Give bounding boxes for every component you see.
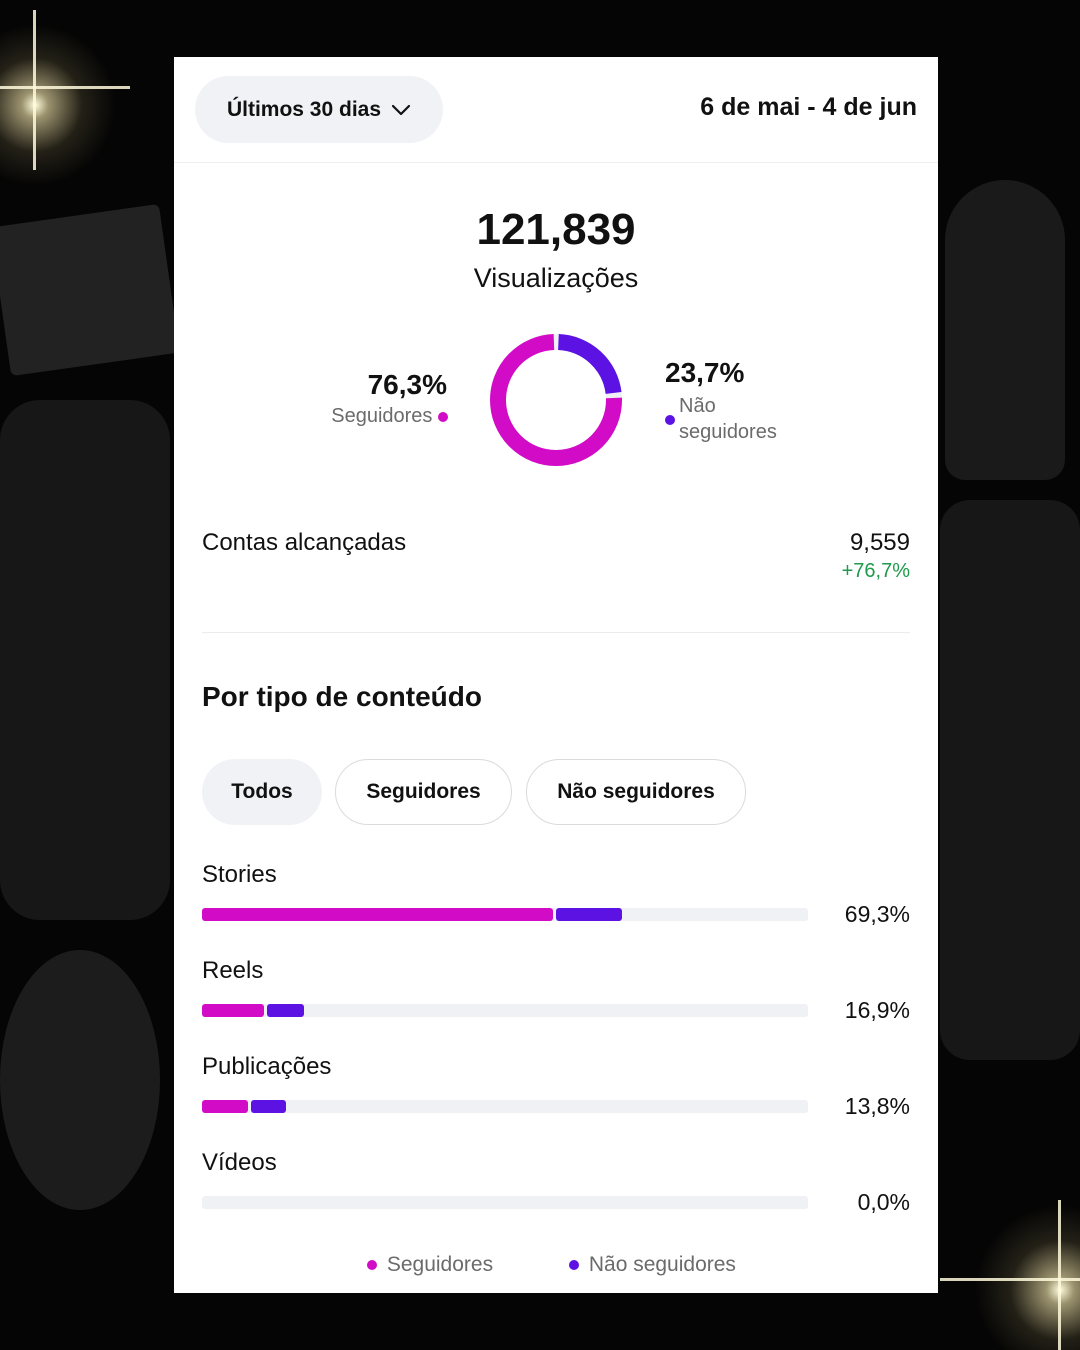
accounts-reached-change: +76,7%	[841, 560, 910, 582]
light-flare-top-left	[0, 10, 130, 200]
filter-chip-nonfollowers[interactable]: Não seguidores	[526, 759, 746, 825]
world-map-silhouette	[0, 400, 170, 920]
bar-nonfollowers-segment	[266, 1004, 305, 1017]
legend-followers: Seguidores	[367, 1253, 493, 1277]
total-views-label: Visualizações	[473, 263, 639, 293]
followers-donut-chart	[490, 334, 622, 466]
donut-followers-segment	[490, 334, 622, 466]
date-range-dropdown[interactable]: Últimos 30 dias	[195, 76, 443, 143]
content-bar-track	[202, 1196, 808, 1209]
at-sign-silhouette	[0, 950, 160, 1210]
bar-followers-segment	[202, 908, 554, 921]
nonfollowers-dot-icon	[665, 412, 675, 430]
bar-nonfollowers-segment	[556, 908, 622, 921]
top-bar: Últimos 30 dias 6 de mai - 4 de jun	[174, 57, 938, 163]
content-row-label: Publicações	[202, 1053, 332, 1080]
nonfollowers-dot-icon	[569, 1260, 579, 1271]
followers-legend: Seguidores	[284, 405, 448, 428]
content-type-title: Por tipo de conteúdo	[202, 681, 482, 712]
envelope-silhouette	[0, 203, 180, 377]
bar-followers-segment	[202, 1004, 264, 1017]
divider	[202, 632, 910, 633]
chevron-down-icon	[391, 104, 411, 115]
light-flare-bottom-right	[960, 1190, 1080, 1350]
filter-chip-all[interactable]: Todos	[202, 759, 322, 825]
content-row-percentage: 69,3%	[844, 901, 910, 927]
flare-ray	[33, 10, 36, 170]
bar-followers-segment	[202, 1100, 249, 1113]
legend-nonfollowers: Não seguidores	[569, 1253, 736, 1277]
followers-label: Seguidores	[331, 405, 433, 427]
nonfollowers-label-line2: seguidores	[679, 421, 777, 443]
content-row-percentage: 0,0%	[857, 1189, 910, 1215]
question-mark-silhouette	[945, 180, 1065, 480]
followers-dot-icon	[367, 1260, 377, 1271]
followers-dot-icon	[438, 411, 448, 422]
nonfollowers-label-line1: Não	[679, 395, 716, 417]
nonfollowers-legend: Não seguidores	[679, 393, 839, 445]
filter-chip-followers[interactable]: Seguidores	[335, 759, 512, 825]
accounts-reached-label: Contas alcançadas	[202, 529, 407, 556]
bar-nonfollowers-segment	[251, 1100, 286, 1113]
legend-followers-label: Seguidores	[386, 1253, 494, 1276]
world-map-right-silhouette	[940, 500, 1080, 1060]
content-bar-track	[202, 1100, 808, 1113]
legend-nonfollowers-label: Não seguidores	[588, 1253, 736, 1276]
total-views: 121,839	[476, 205, 636, 254]
followers-percentage: 76,3%	[367, 369, 447, 400]
date-range-dropdown-label: Últimos 30 dias	[226, 97, 382, 121]
content-row-percentage: 13,8%	[844, 1093, 910, 1119]
flare-ray	[940, 1278, 1080, 1281]
flare-ray	[1058, 1200, 1061, 1350]
flare-ray	[0, 86, 130, 89]
accounts-reached-value: 9,559	[849, 529, 910, 556]
content-row-percentage: 16,9%	[844, 997, 910, 1023]
date-range-text: 6 de mai - 4 de jun	[700, 93, 917, 121]
content-bar-track	[202, 908, 808, 921]
nonfollowers-percentage: 23,7%	[665, 357, 745, 388]
content-row-label: Vídeos	[202, 1149, 277, 1176]
insights-card: Últimos 30 dias 6 de mai - 4 de jun 121,…	[174, 57, 938, 1293]
content-row-label: Reels	[202, 957, 264, 984]
content-bar-track	[202, 1004, 808, 1017]
content-row-label: Stories	[202, 861, 277, 888]
